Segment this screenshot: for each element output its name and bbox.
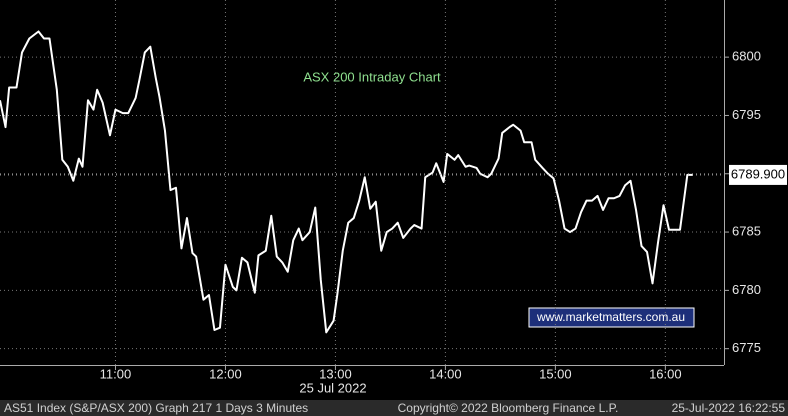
footer-center: Copyright© 2022 Bloomberg Finance L.P. — [398, 401, 619, 415]
watermark-box — [528, 307, 695, 328]
footer-right: 25-Jul-2022 16:22:55 — [672, 401, 786, 415]
y-tick-label: 6785 — [732, 223, 761, 238]
date-label: 25 Jul 2022 — [299, 380, 366, 395]
x-tick-label: 16:00 — [649, 366, 682, 381]
footer-bar — [0, 400, 788, 416]
watermark: www.marketmatters.com.au — [536, 310, 685, 324]
last-price-label: 6789.900 — [731, 166, 785, 181]
x-tick-label: 11:00 — [100, 366, 132, 381]
x-tick-label: 12:00 — [209, 366, 242, 381]
chart-title: ASX 200 Intraday Chart — [303, 69, 441, 84]
last-price-box — [729, 164, 787, 185]
y-tick-label: 6800 — [732, 49, 761, 64]
price-line — [0, 30, 693, 334]
y-tick-label: 6780 — [732, 282, 761, 297]
x-tick-label: 15:00 — [539, 366, 572, 381]
footer-left: AS51 Index (S&P/ASX 200) Graph 217 1 Day… — [4, 401, 308, 415]
x-tick-label: 13:00 — [319, 366, 352, 381]
y-tick-label: 6775 — [732, 340, 761, 355]
y-tick-label: 6795 — [732, 107, 761, 122]
x-tick-label: 14:00 — [429, 366, 462, 381]
